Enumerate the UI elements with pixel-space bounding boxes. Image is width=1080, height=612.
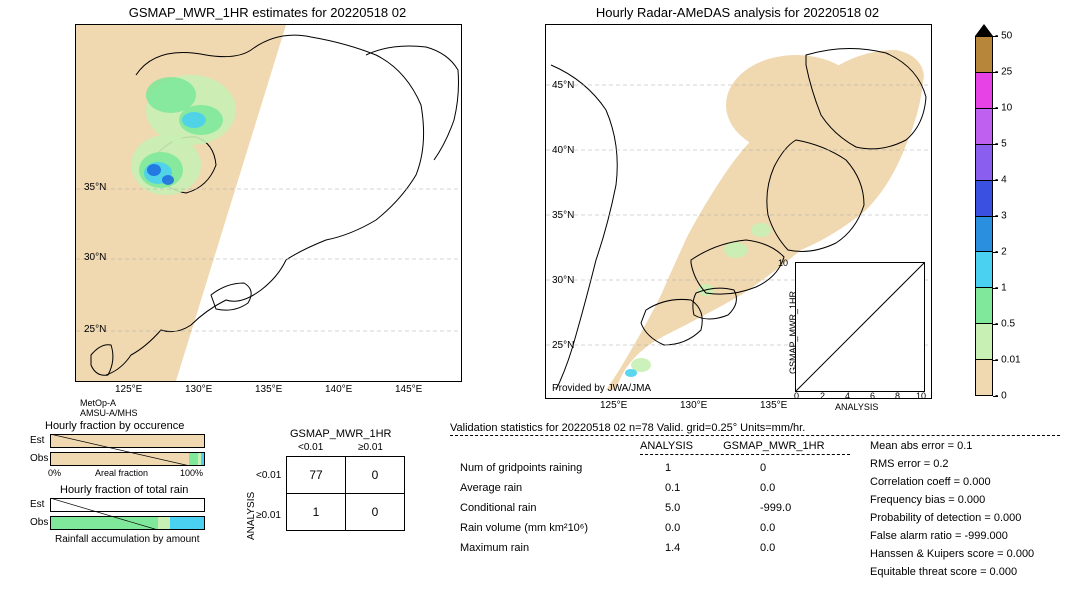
val-row-label-2: Conditional rain — [460, 502, 536, 514]
cb-tick-2: - 2 — [995, 247, 1007, 258]
inset-xt3: 6 — [870, 391, 875, 401]
occ-est-lab: Est — [30, 435, 44, 446]
inset-ylabel: GSMAP_MWR_1HR — [788, 291, 798, 374]
right-map-title: Hourly Radar-AMeDAS analysis for 2022051… — [545, 5, 930, 20]
cb-tick-1: - 1 — [995, 283, 1007, 294]
occ-axlbl: Areal fraction — [95, 468, 148, 478]
tot-footer: Rainfall accumulation by amount — [55, 534, 200, 545]
left-xtick-2: 135°E — [255, 384, 282, 395]
left-ytick-30: 30°N — [84, 252, 106, 263]
tot-title: Hourly fraction of total rain — [60, 484, 188, 496]
occ-est-bar — [50, 434, 205, 448]
occ-obs-bar — [50, 452, 205, 466]
inset-xlabel: ANALYSIS — [835, 402, 878, 412]
r-xtick-0: 125°E — [600, 400, 627, 411]
r-ytick-4: 45°N — [552, 80, 574, 91]
inset-yt5: 10 — [778, 258, 788, 268]
r-ytick-0: 25°N — [552, 340, 574, 351]
left-footer-1: MetOp-A — [80, 398, 116, 408]
left-xtick-3: 140°E — [325, 384, 352, 395]
r-ytick-3: 40°N — [552, 145, 574, 156]
inset-xt2: 4 — [845, 391, 850, 401]
left-xtick-4: 145°E — [395, 384, 422, 395]
val-metric-5: False alarm ratio = -999.000 — [870, 530, 1008, 542]
val-row-label-0: Num of gridpoints raining — [460, 462, 582, 474]
cont-r0: <0.01 — [256, 470, 281, 481]
val-row-g-0: 0 — [760, 462, 766, 474]
val-metric-2: Correlation coeff = 0.000 — [870, 476, 991, 488]
val-row-g-4: 0.0 — [760, 542, 775, 554]
val-row-g-1: 0.0 — [760, 482, 775, 494]
ct-10: 1 — [287, 494, 346, 531]
cont-c1: ≥0.01 — [358, 442, 383, 453]
left-xtick-0: 125°E — [115, 384, 142, 395]
cont-r1: ≥0.01 — [256, 510, 281, 521]
val-row-label-3: Rain volume (mm km²10⁶) — [460, 522, 588, 534]
r-xtick-1: 130°E — [680, 400, 707, 411]
r-ytick-1: 30°N — [552, 275, 574, 286]
ct-11: 0 — [346, 494, 405, 531]
inset-xt0: 0 — [794, 391, 799, 401]
tot-est-lab: Est — [30, 499, 44, 510]
cont-c0: <0.01 — [298, 442, 323, 453]
r-ytick-2: 35°N — [552, 210, 574, 221]
tot-obs-bar — [50, 516, 205, 530]
val-row-a-1: 0.1 — [665, 482, 680, 494]
val-row-a-0: 1 — [665, 462, 671, 474]
ct-01: 0 — [346, 457, 405, 494]
val-row-g-2: -999.0 — [760, 502, 791, 514]
val-row-g-3: 0.0 — [760, 522, 775, 534]
val-metric-6: Hanssen & Kuipers score = 0.000 — [870, 548, 1034, 560]
val-ch-g: GSMAP_MWR_1HR — [723, 440, 824, 452]
tot-obs-lab: Obs — [30, 517, 48, 528]
cb-tick-5: - 5 — [995, 139, 1007, 150]
ct-00: 77 — [287, 457, 346, 494]
cb-tick-4: - 4 — [995, 175, 1007, 186]
left-map-title: GSMAP_MWR_1HR estimates for 20220518 02 — [75, 5, 460, 20]
cb-tick-0: - 0 — [995, 391, 1007, 402]
left-ytick-35: 35°N — [84, 182, 106, 193]
left-footer-2: AMSU-A/MHS — [80, 408, 138, 418]
contingency-table: 77 0 1 0 — [286, 456, 405, 531]
cb-tick-3: - 3 — [995, 211, 1007, 222]
cb-tick-10: - 10 — [995, 103, 1012, 114]
cb-tick-0.5: - 0.5 — [995, 319, 1015, 330]
val-row-label-4: Maximum rain — [460, 542, 529, 554]
cont-colhead: GSMAP_MWR_1HR — [290, 428, 391, 440]
val-row-a-3: 0.0 — [665, 522, 680, 534]
cb-tick-25: - 25 — [995, 67, 1012, 78]
colorbar-triangle — [975, 24, 993, 36]
occ-0: 0% — [48, 468, 61, 478]
inset-xt4: 8 — [895, 391, 900, 401]
occ-title: Hourly fraction by occurence — [45, 420, 184, 432]
occ-100: 100% — [180, 468, 203, 478]
occ-obs-lab: Obs — [30, 453, 48, 464]
left-ytick-25: 25°N — [84, 324, 106, 335]
val-row-label-1: Average rain — [460, 482, 522, 494]
tot-est-bar — [50, 498, 205, 512]
colorbar: - 50- 25- 10- 5- 4- 3- 2- 1- 0.5- 0.01- … — [975, 36, 993, 396]
left-xtick-1: 130°E — [185, 384, 212, 395]
val-header: Validation statistics for 20220518 02 n=… — [450, 422, 1060, 436]
val-metric-1: RMS error = 0.2 — [870, 458, 949, 470]
val-metric-3: Frequency bias = 0.000 — [870, 494, 985, 506]
val-metric-7: Equitable threat score = 0.000 — [870, 566, 1017, 578]
right-caption: Provided by JWA/JMA — [552, 383, 651, 394]
inset-scatter — [795, 262, 925, 392]
left-map — [75, 24, 462, 382]
inset-xt1: 2 — [820, 391, 825, 401]
val-metric-0: Mean abs error = 0.1 — [870, 440, 972, 452]
r-xtick-2: 135°E — [760, 400, 787, 411]
val-row-a-4: 1.4 — [665, 542, 680, 554]
inset-xt5: 10 — [916, 391, 926, 401]
cb-tick-50: - 50 — [995, 31, 1012, 42]
val-metric-4: Probability of detection = 0.000 — [870, 512, 1021, 524]
cb-tick-0.01: - 0.01 — [995, 355, 1021, 366]
val-row-a-2: 5.0 — [665, 502, 680, 514]
val-ch-a: ANALYSIS — [640, 440, 720, 452]
